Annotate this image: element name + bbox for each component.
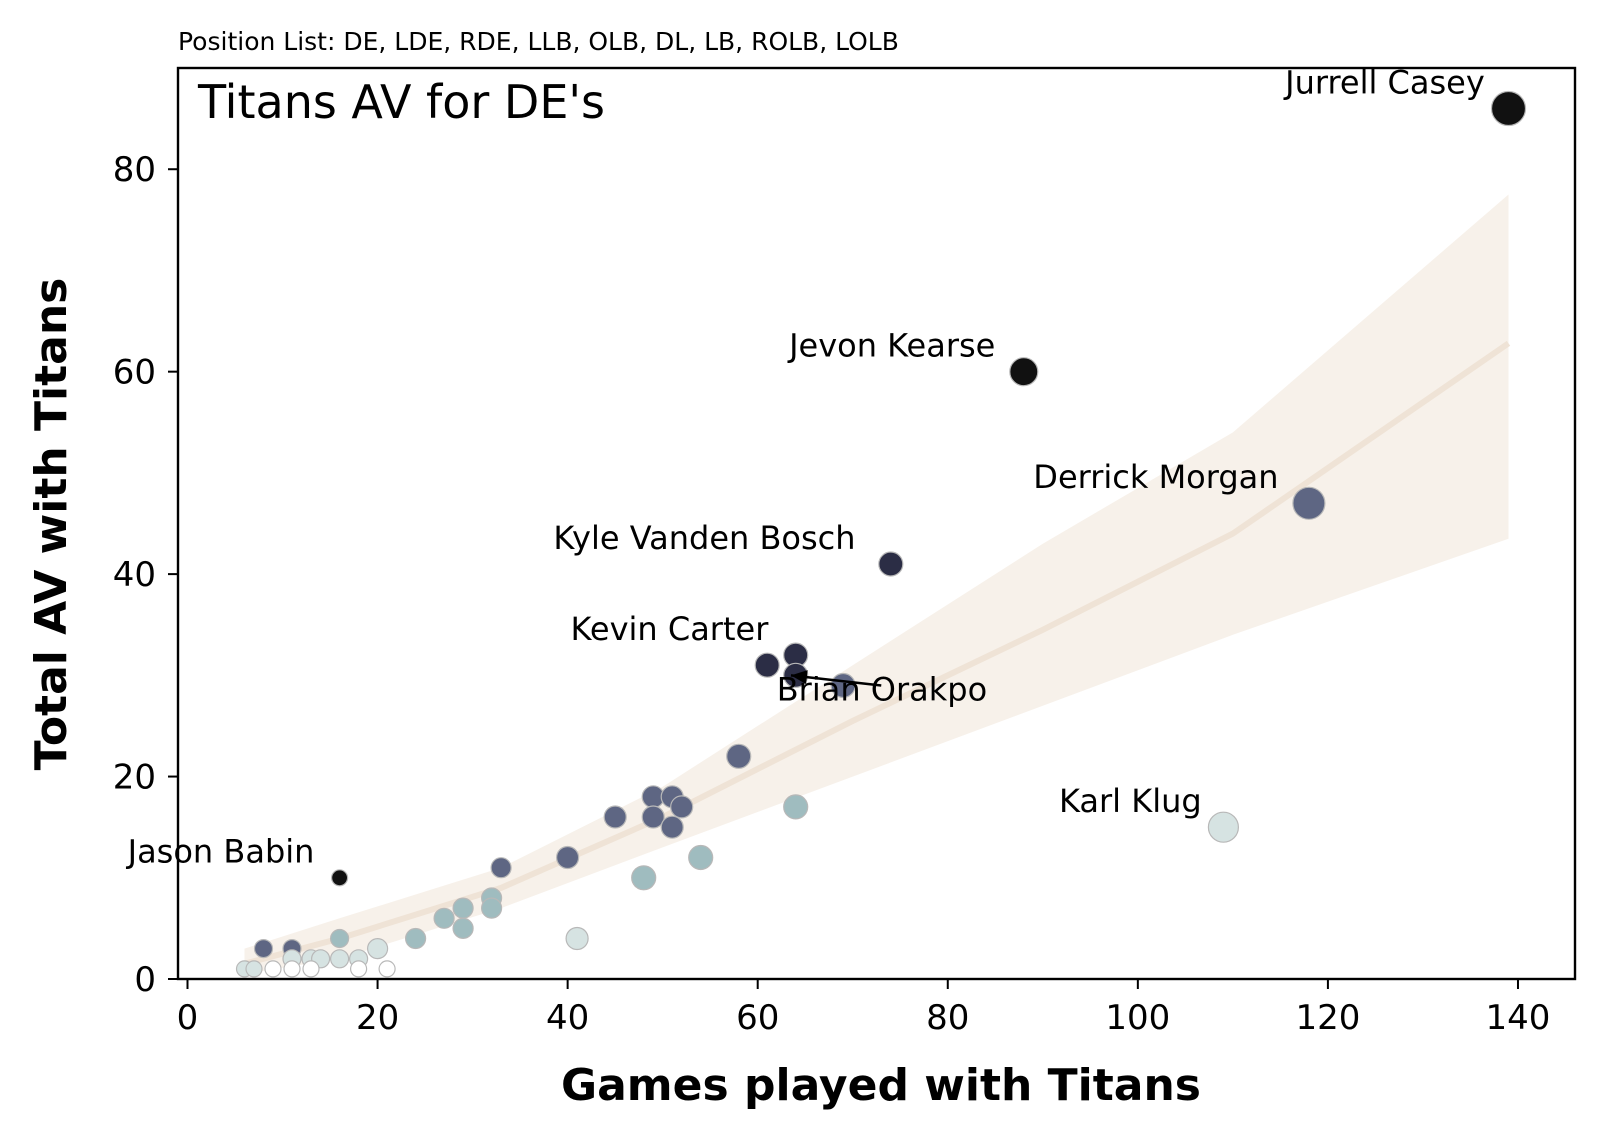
point-annotation: Jevon Kearse [787,326,995,364]
axis-ticks: 0 20 40 60 80 100 120 140 0 20 40 60 80 [113,150,1551,1038]
point-annotation: Kevin Carter [570,610,769,648]
y-tick-label: 40 [113,555,156,595]
data-point [330,928,350,949]
confidence-band [244,194,1509,974]
data-point [1490,90,1527,127]
data-point [783,794,809,820]
data-point [490,857,512,879]
x-tick-label: 100 [1105,998,1170,1038]
data-point [1292,486,1326,520]
data-point [878,551,904,577]
y-tick-label: 80 [113,150,156,190]
data-point [264,960,282,978]
data-point [331,869,349,887]
trend-line [243,340,1511,967]
data-point [302,960,320,978]
data-point [603,805,627,829]
data-point [378,960,396,978]
trend-layer [243,194,1511,974]
data-point [565,926,589,951]
data-point [1009,357,1039,387]
x-tick-label: 0 [177,998,199,1038]
y-tick-label: 60 [113,353,156,393]
data-point [330,949,350,969]
data-point [641,805,665,829]
data-point [555,845,580,870]
y-axis-title: Total AV with Titans [26,278,77,771]
chart-title: Titans AV for DE's [197,75,605,129]
x-tick-label: 60 [736,998,779,1038]
x-axis-title: Games played with Titans [561,1060,1201,1111]
x-tick-label: 40 [546,998,589,1038]
data-point [452,917,474,940]
point-annotation: Jason Babin [126,833,315,871]
data-point [481,897,503,919]
y-tick-label: 20 [113,758,156,798]
data-point [726,743,752,769]
data-point [660,815,684,839]
x-tick-label: 140 [1486,998,1551,1038]
data-point [253,938,274,959]
data-point [367,937,389,960]
data-points [235,90,1527,978]
data-point [631,865,657,891]
point-annotation: Jurrell Casey [1283,63,1485,101]
data-point [350,960,368,978]
data-point [405,927,427,950]
data-point [433,907,455,929]
data-point [1207,811,1240,843]
data-point [452,897,474,919]
point-annotation: Kyle Vanden Bosch [553,519,855,557]
x-tick-label: 120 [1295,998,1360,1038]
annotations: Jurrell Casey Jevon Kearse Derrick Morgan K… [126,63,1485,870]
data-point [688,844,714,871]
y-tick-label: 0 [134,960,156,1000]
data-point [283,960,301,978]
point-annotation: Brian Orakpo [777,671,987,709]
plot-frame [176,66,1577,981]
x-tick-label: 80 [926,998,969,1038]
annotation-arrowhead [790,670,808,685]
point-annotation: Karl Klug [1059,782,1202,820]
chart-subtitle: Position List: DE, LDE, RDE, LLB, OLB, D… [178,27,899,56]
point-annotation: Derrick Morgan [1033,458,1278,496]
data-point [754,652,780,678]
data-point [670,795,694,819]
x-tick-label: 20 [356,998,399,1038]
data-point [245,960,263,978]
